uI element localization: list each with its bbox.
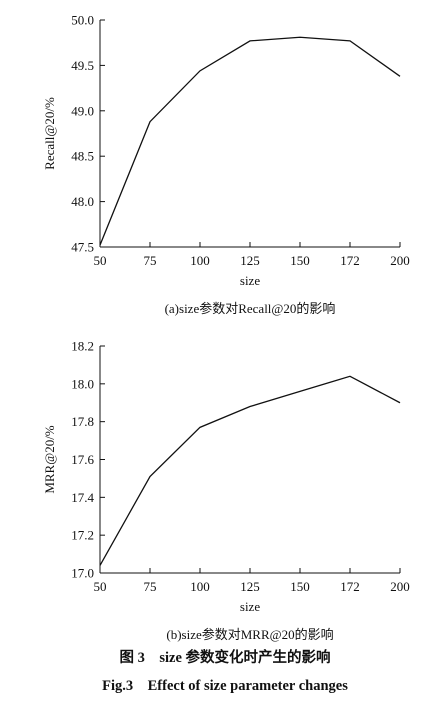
y-tick-label: 17.2 — [71, 528, 94, 543]
x-tick-label: 100 — [190, 253, 210, 268]
figure-caption-en: Fig.3 Effect of size parameter changes — [102, 678, 348, 694]
x-tick-label: 200 — [390, 253, 410, 268]
y-tick-label: 48.0 — [71, 194, 94, 209]
x-tick-label: 50 — [94, 253, 107, 268]
x-axis-label: size — [240, 273, 260, 288]
x-tick-label: 100 — [190, 579, 210, 594]
sub-caption: (a)size参数对Recall@20的影响 — [165, 301, 336, 316]
series-line — [99, 36, 401, 246]
sub-caption: (b)size参数对MRR@20的影响 — [166, 627, 333, 642]
x-tick-label: 150 — [290, 579, 310, 594]
x-tick-label: 200 — [390, 579, 410, 594]
y-tick-label: 48.5 — [71, 149, 94, 164]
y-axis-label: MRR@20/% — [42, 425, 57, 493]
x-tick-label: 125 — [240, 579, 260, 594]
x-tick-label: 150 — [290, 253, 310, 268]
x-tick-label: 172 — [340, 579, 360, 594]
series-line — [99, 375, 401, 566]
y-tick-label: 49.5 — [71, 58, 94, 73]
x-tick-label: 75 — [144, 579, 157, 594]
x-tick-label: 172 — [340, 253, 360, 268]
y-tick-label: 17.8 — [71, 414, 94, 429]
chart-recall: 50 75 100 125 150 172 200 47.5 48.0 48.5 49.0 49.5 5… — [42, 13, 410, 317]
figure-caption-cn: 图 3 size 参数变化时产生的影响 — [119, 648, 330, 666]
y-tick-label: 17.6 — [71, 452, 94, 467]
y-tick-label: 18.2 — [71, 339, 94, 354]
y-tick-label: 47.5 — [71, 240, 94, 255]
y-axis-label: Recall@20/% — [42, 97, 57, 170]
y-tick-label: 49.0 — [71, 103, 94, 118]
x-tick-label: 125 — [240, 253, 260, 268]
y-tick-label: 18.0 — [71, 376, 94, 391]
x-tick-label: 50 — [94, 579, 107, 594]
y-tick-label: 17.0 — [71, 566, 94, 581]
y-tick-label: 17.4 — [71, 490, 94, 505]
x-axis-label: size — [240, 599, 260, 614]
y-tick-label: 50.0 — [71, 13, 94, 28]
chart-mrr: 50 75 100 125 150 172 200 17.0 17.2 17.4 17.6 17.8 1… — [42, 339, 410, 643]
x-tick-label: 75 — [144, 253, 157, 268]
